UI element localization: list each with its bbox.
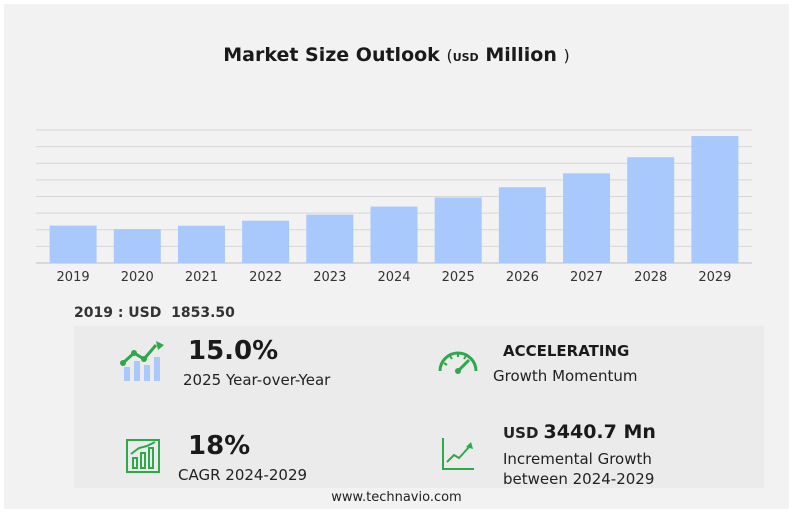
bar-2020 (113, 229, 161, 263)
x-tick-2025: 2025 (442, 270, 475, 285)
bar-2024 (370, 206, 418, 263)
x-tick-2029: 2029 (698, 270, 731, 285)
bar-2027 (563, 173, 611, 263)
x-tick-2026: 2026 (506, 270, 539, 285)
x-tick-2020: 2020 (121, 270, 154, 285)
incremental-value: 3440.7 Mn (543, 421, 656, 443)
momentum-label: Growth Momentum (493, 367, 638, 385)
bar-chart: 2019 2020 2021 2022 2023 2024 2025 2026 2027 2028… (36, 129, 752, 285)
line-chart-icon (442, 438, 474, 470)
yoy-label: 2025 Year-over-Year (183, 371, 331, 389)
title-unit: Million (485, 44, 557, 66)
momentum-value: ACCELERATING (503, 342, 630, 360)
footer-url: www.technavio.com (331, 490, 462, 505)
x-tick-2021: 2021 (185, 270, 218, 285)
base-year-amount: 1853.50 (171, 305, 235, 321)
x-tick-2019: 2019 (57, 270, 90, 285)
incremental-label-2: between 2024-2029 (503, 470, 655, 488)
speedometer-icon (438, 351, 478, 374)
title-paren-open: ( (446, 46, 453, 65)
bar-2023 (306, 214, 354, 263)
incremental-label-1: Incremental Growth (503, 450, 652, 468)
x-tick-2028: 2028 (634, 270, 667, 285)
base-year-label: 2019 : USD (74, 305, 162, 321)
incremental-currency: USD (503, 424, 539, 442)
bar-2022 (242, 220, 290, 263)
chart-bars (49, 136, 739, 263)
bar-2028 (627, 157, 675, 263)
chart-title: Market Size Outlook (USD Million ) (0, 44, 793, 66)
x-tick-2027: 2027 (570, 270, 603, 285)
x-tick-2024: 2024 (377, 270, 410, 285)
title-currency: USD (452, 51, 479, 64)
stats-panel (74, 326, 764, 488)
bar-2029 (691, 136, 739, 263)
title-main: Market Size Outlook (223, 44, 440, 66)
bar-2021 (177, 225, 225, 263)
bar-2026 (498, 187, 546, 263)
bar-2025 (434, 197, 482, 263)
x-tick-2023: 2023 (313, 270, 346, 285)
cagr-value: 18% (188, 431, 251, 461)
cagr-label: CAGR 2024-2029 (178, 466, 308, 484)
yoy-value: 15.0% (188, 336, 279, 366)
title-paren-close: ) (563, 46, 570, 65)
growth-bars-icon (120, 341, 164, 381)
x-tick-2022: 2022 (249, 270, 282, 285)
base-year-value: 2019 : USD 1853.50 (74, 305, 235, 321)
chart-x-ticks: 2019 2020 2021 2022 2023 2024 2025 2026 2027 2028… (57, 270, 732, 285)
bar-chart-icon (126, 439, 160, 473)
incremental-value-row: USD 3440.7 Mn (503, 421, 656, 443)
bar-2019 (49, 225, 97, 263)
